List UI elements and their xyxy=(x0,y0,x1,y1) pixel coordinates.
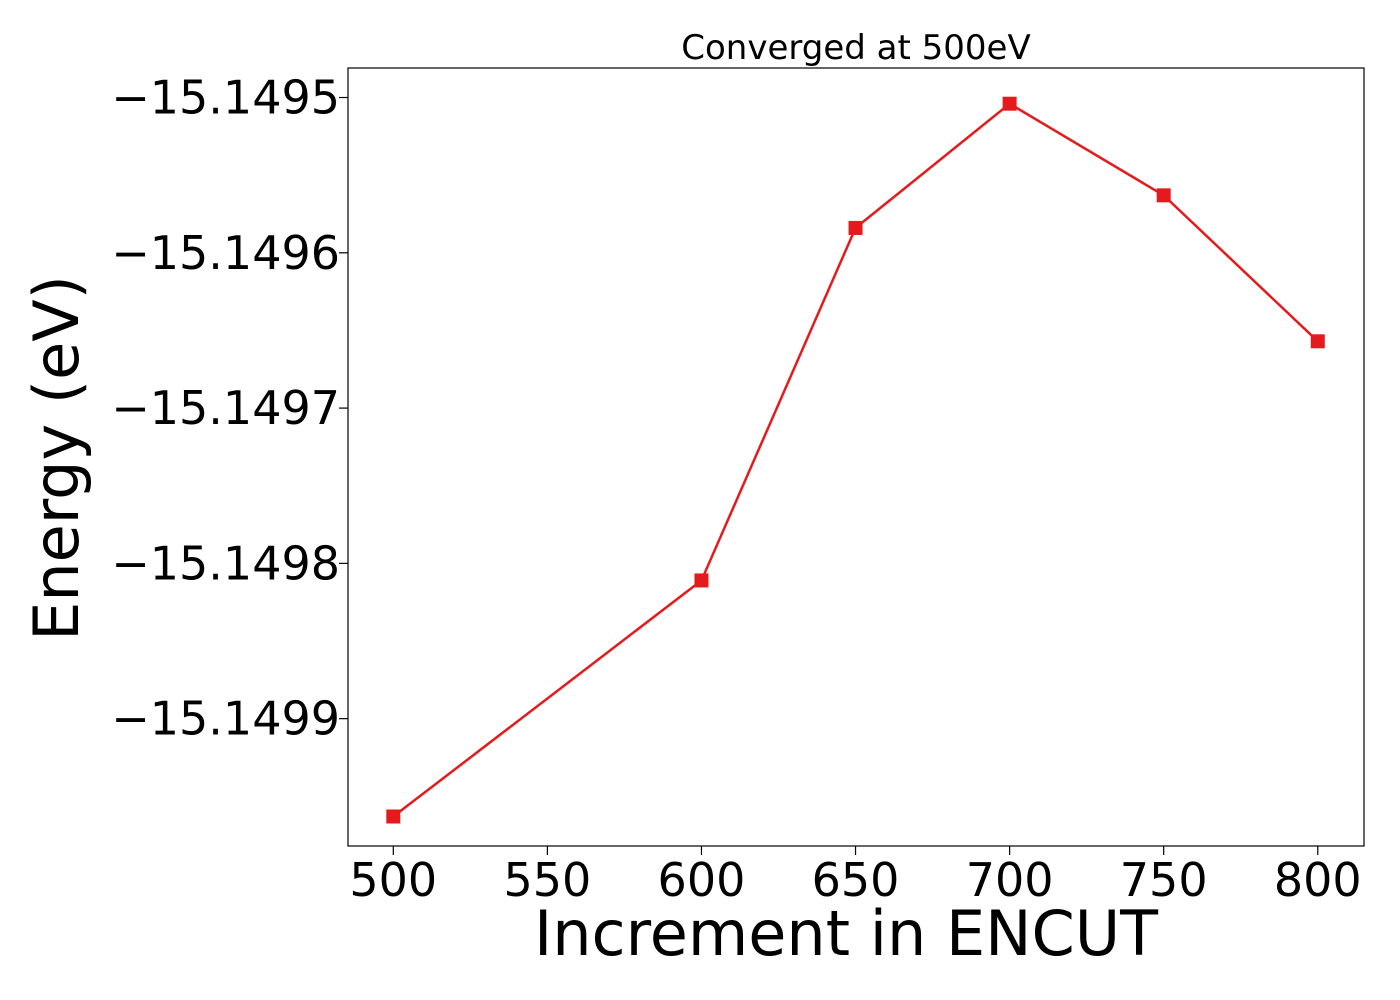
plot-area xyxy=(386,96,1325,824)
x-axis-label: Increment in ENCUT xyxy=(534,897,1159,970)
x-tick-label: 500 xyxy=(349,853,437,907)
x-tick-label: 800 xyxy=(1274,853,1362,907)
y-tick-label: −15.1496 xyxy=(111,226,340,280)
x-tick-label: 750 xyxy=(1120,853,1208,907)
data-point-marker xyxy=(1310,334,1325,349)
series-line xyxy=(392,102,1319,818)
data-point-marker xyxy=(1156,188,1171,203)
y-tick-label: −15.1495 xyxy=(111,71,340,125)
x-axis-ticks: 500 550 600 650 700 750 800 xyxy=(349,846,1362,907)
y-tick-label: −15.1498 xyxy=(111,536,340,590)
y-tick-label: −15.1499 xyxy=(111,692,340,746)
x-tick-label: 700 xyxy=(966,853,1054,907)
data-point-marker xyxy=(386,809,401,824)
plot-frame xyxy=(347,67,1365,847)
data-point-marker xyxy=(848,220,863,235)
y-tick-label: −15.1497 xyxy=(111,381,340,435)
data-point-marker xyxy=(1002,96,1017,111)
x-tick-label: 650 xyxy=(812,853,900,907)
x-tick-label: 550 xyxy=(503,853,591,907)
x-tick-label: 600 xyxy=(658,853,746,907)
y-axis-label: Energy (eV) xyxy=(20,275,93,641)
chart-title: Converged at 500eV xyxy=(681,28,1030,68)
data-point-marker xyxy=(694,573,709,588)
y-axis-ticks: −15.1495 −15.1496 −15.1497 −15.1498 −15.1499 xyxy=(111,71,348,746)
